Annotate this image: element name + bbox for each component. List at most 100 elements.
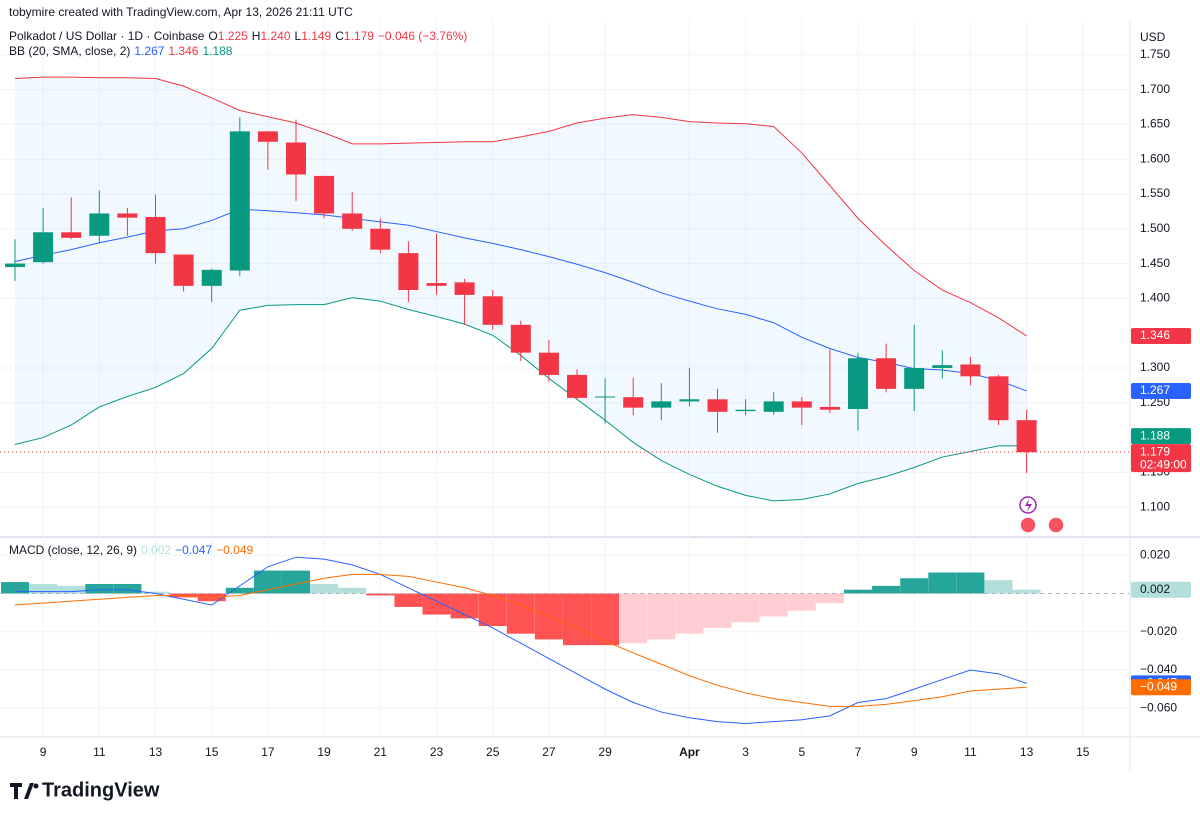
macd-line	[15, 556, 1027, 725]
band-basis-label: 1.267	[1140, 383, 1170, 397]
y-tick-label: −0.060	[1140, 700, 1177, 714]
x-tick-label: 7	[855, 745, 862, 759]
candle-body	[229, 131, 250, 271]
candle-body	[1016, 420, 1037, 453]
histogram-bar	[815, 593, 844, 604]
histogram-bar	[619, 593, 648, 644]
price-legend: Polkadot / US Dollar · 1D · Coinbase O1.2…	[9, 29, 471, 43]
y-tick-label: 1.750	[1140, 47, 1170, 61]
candle-body	[876, 358, 897, 389]
candle-body	[398, 253, 419, 291]
y-tick-label: 1.300	[1140, 360, 1170, 374]
histogram-bar	[366, 593, 395, 596]
band-lower-label-bg	[1131, 428, 1191, 445]
x-tick-label: 9	[911, 745, 918, 759]
ohlc-value: 1.240	[260, 29, 291, 43]
ohlc-value: 1.179	[343, 29, 374, 43]
indicator-value: 0.002	[141, 543, 172, 557]
ohlc-key: C	[335, 29, 344, 43]
y-tick-label: 1.600	[1140, 151, 1170, 165]
event-flag[interactable]	[1047, 516, 1065, 534]
histogram-bar	[844, 589, 872, 594]
histogram-bar	[759, 593, 788, 617]
y-tick-label: 1.450	[1140, 256, 1170, 270]
candle-body	[623, 397, 644, 408]
x-tick-label: 13	[1020, 745, 1034, 759]
histogram-bar	[282, 570, 310, 594]
candle-body	[145, 216, 166, 254]
histogram-bar	[872, 585, 901, 594]
macd-legend: MACD (close, 12, 26, 9) 0.002 −0.047 −0.049	[9, 543, 257, 557]
candle-body	[370, 228, 391, 250]
candle-body	[173, 254, 194, 286]
x-tick-label: 13	[149, 745, 163, 759]
macd-last-label-bg	[1131, 679, 1191, 696]
x-tick-label: 11	[964, 745, 977, 759]
macd-line	[14, 573, 1027, 707]
event-flag[interactable]	[1019, 516, 1037, 534]
band-fill	[15, 77, 1027, 501]
candle-body	[819, 406, 840, 410]
histogram-last-label: 0.002	[1140, 582, 1170, 596]
candle-body	[651, 401, 672, 408]
ohlc-key: O	[208, 29, 218, 43]
candle-body	[595, 396, 616, 398]
x-tick-label: 15	[205, 745, 219, 759]
y-tick-label: 1.100	[1140, 499, 1170, 513]
histogram-bar	[29, 583, 58, 594]
indicator-value: 1.267	[134, 44, 165, 58]
candle-body	[791, 401, 812, 408]
event-icon-bolt	[1025, 499, 1032, 512]
y-tick-label: 1.400	[1140, 291, 1170, 305]
histogram-bar	[928, 572, 957, 594]
candle-body	[426, 283, 447, 286]
candle-body	[286, 142, 306, 175]
ohlc-key: L	[294, 29, 302, 43]
band-upper-label: 1.346	[1140, 328, 1170, 342]
histogram-bar	[394, 593, 423, 607]
candle-body	[257, 131, 278, 142]
candle-body	[567, 374, 587, 398]
band-upper-label-bg	[1131, 327, 1191, 344]
countdown: 02:49:00	[1140, 457, 1187, 471]
x-tick-label: 19	[317, 745, 331, 759]
candle-body	[932, 365, 953, 368]
logo	[10, 783, 39, 799]
x-tick-label: 5	[798, 745, 805, 759]
candle-body	[848, 358, 868, 410]
candle-body	[988, 376, 1009, 421]
indicator-value: 1.188	[202, 44, 233, 58]
histogram-bar	[113, 583, 142, 594]
histogram-bar	[225, 587, 254, 594]
candle-body	[89, 213, 110, 236]
x-tick-label: 11	[93, 745, 106, 759]
candle-body	[482, 296, 503, 325]
candle-body	[904, 367, 925, 389]
histogram-bar	[591, 593, 620, 646]
y-tick-label: 1.650	[1140, 117, 1170, 131]
histogram-bar	[563, 593, 591, 646]
ohlc-value: 1.149	[301, 29, 332, 43]
x-tick-label: 23	[430, 745, 444, 759]
histogram-bar	[57, 585, 86, 594]
histogram-last-label-bg	[1131, 581, 1191, 598]
x-tick-label: Apr	[679, 745, 700, 759]
histogram-bar	[141, 591, 170, 594]
logo-mark	[10, 783, 34, 799]
x-tick-label: 21	[374, 745, 388, 759]
candle-body	[117, 213, 138, 218]
histogram-bar	[647, 593, 676, 640]
histogram-bar	[731, 593, 760, 623]
candle-body	[735, 409, 756, 412]
histogram-bar	[338, 587, 367, 594]
change: −0.046 (−3.76%)	[377, 29, 468, 43]
credit: tobymire created with TradingView.com, A…	[9, 5, 353, 19]
x-tick-label: 25	[486, 745, 500, 759]
indicator-name: BB (20, SMA, close, 2)	[9, 44, 131, 58]
candle-body	[763, 401, 784, 412]
bb-legend: BB (20, SMA, close, 2) 1.267 1.346 1.188	[9, 44, 236, 58]
currency-label: USD	[1140, 30, 1166, 44]
candle-body	[61, 232, 82, 238]
